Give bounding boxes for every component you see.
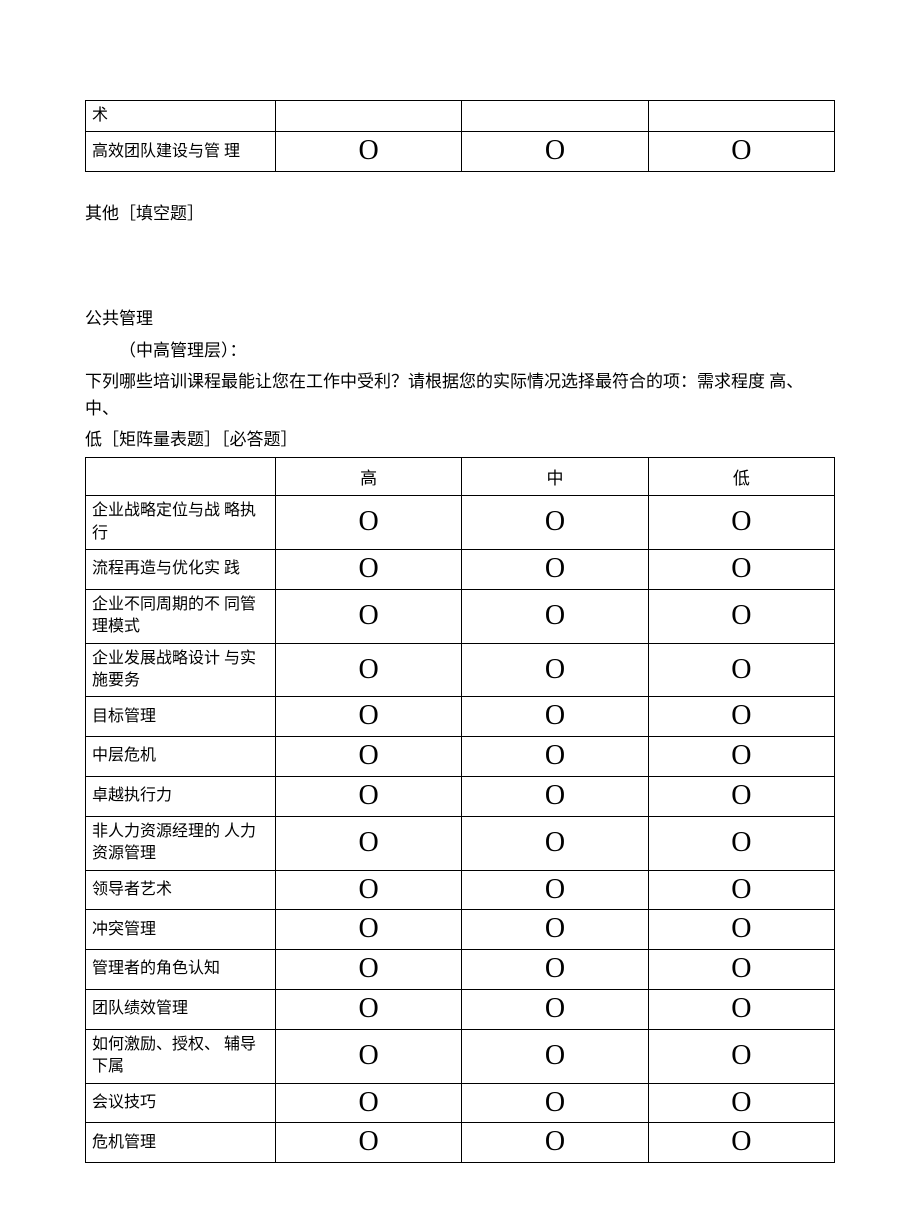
row-label: 危机管理	[86, 1123, 276, 1163]
row-label: 中层危机	[86, 737, 276, 777]
option-cell[interactable]: O	[276, 777, 462, 817]
option-cell[interactable]: O	[462, 550, 648, 590]
row-label: 会议技巧	[86, 1083, 276, 1123]
option-cell[interactable]: O	[276, 990, 462, 1030]
row-label: 企业不同周期的不 同管理模式	[86, 589, 276, 643]
row-label: 术	[86, 101, 276, 132]
option-cell[interactable]: O	[276, 950, 462, 990]
option-cell[interactable]: O	[462, 737, 648, 777]
option-cell[interactable]: O	[648, 737, 834, 777]
row-label: 高效团队建设与管 理	[86, 132, 276, 172]
option-cell[interactable]: O	[276, 1083, 462, 1123]
option-cell[interactable]: O	[648, 816, 834, 870]
option-cell[interactable]: O	[648, 910, 834, 950]
option-cell[interactable]: O	[648, 496, 834, 550]
row-label: 流程再造与优化实 践	[86, 550, 276, 590]
row-label: 领导者艺术	[86, 870, 276, 910]
row-label: 企业发展战略设计 与实施要务	[86, 643, 276, 697]
option-cell[interactable]: O	[462, 697, 648, 737]
option-cell[interactable]: O	[648, 1083, 834, 1123]
option-cell[interactable]: O	[462, 643, 648, 697]
option-cell[interactable]: O	[648, 990, 834, 1030]
option-cell[interactable]: O	[648, 132, 834, 172]
table-row: 术	[86, 101, 835, 132]
option-cell[interactable]	[462, 101, 648, 132]
option-cell[interactable]: O	[276, 816, 462, 870]
option-cell[interactable]: O	[276, 589, 462, 643]
option-cell[interactable]: O	[276, 643, 462, 697]
option-cell[interactable]: O	[276, 910, 462, 950]
option-cell[interactable]: O	[462, 1029, 648, 1083]
option-cell[interactable]: O	[462, 870, 648, 910]
table-row: 会议技巧 O O O	[86, 1083, 835, 1123]
option-cell[interactable]: O	[276, 132, 462, 172]
option-cell[interactable]: O	[276, 496, 462, 550]
section-subtitle: （中高管理层）：	[85, 337, 835, 364]
table-row: 卓越执行力 O O O	[86, 777, 835, 817]
header-empty	[86, 458, 276, 496]
table-row: 企业不同周期的不 同管理模式 O O O	[86, 589, 835, 643]
table-row: 非人力资源经理的 人力资源管理 O O O	[86, 816, 835, 870]
question-text-line2: 低［矩阵量表题］［必答题］	[85, 426, 835, 453]
option-cell[interactable]: O	[648, 589, 834, 643]
option-cell[interactable]: O	[462, 1083, 648, 1123]
header-low: 低	[648, 458, 834, 496]
header-high: 高	[276, 458, 462, 496]
option-cell[interactable]: O	[462, 496, 648, 550]
option-cell[interactable]: O	[648, 777, 834, 817]
matrix-header-row: 高 中 低	[86, 458, 835, 496]
row-label: 冲突管理	[86, 910, 276, 950]
option-cell[interactable]: O	[276, 550, 462, 590]
option-cell[interactable]: O	[276, 737, 462, 777]
option-cell[interactable]	[648, 101, 834, 132]
fill-blank-label: 其他［填空题］	[85, 200, 835, 227]
option-cell[interactable]: O	[648, 643, 834, 697]
option-cell[interactable]: O	[648, 1123, 834, 1163]
option-cell[interactable]: O	[462, 910, 648, 950]
option-cell[interactable]: O	[276, 870, 462, 910]
option-cell[interactable]: O	[462, 132, 648, 172]
option-cell[interactable]: O	[462, 589, 648, 643]
table-row: 冲突管理 O O O	[86, 910, 835, 950]
option-cell[interactable]: O	[648, 870, 834, 910]
table-row: 高效团队建设与管 理 O O O	[86, 132, 835, 172]
question-text-line1: 下列哪些培训课程最能让您在工作中受利？请根据您的实际情况选择最符合的项：需求程度…	[85, 368, 835, 422]
row-label: 企业战略定位与战 略执行	[86, 496, 276, 550]
option-cell[interactable]: O	[462, 816, 648, 870]
table-row: 危机管理 O O O	[86, 1123, 835, 1163]
option-cell[interactable]: O	[648, 697, 834, 737]
option-cell[interactable]: O	[276, 1029, 462, 1083]
row-label: 如何激励、授权、 辅导下属	[86, 1029, 276, 1083]
table-row: 流程再造与优化实 践 O O O	[86, 550, 835, 590]
top-table: 术 高效团队建设与管 理 O O O	[85, 100, 835, 172]
row-label: 团队绩效管理	[86, 990, 276, 1030]
table-row: 管理者的角色认知 O O O	[86, 950, 835, 990]
table-row: 中层危机 O O O	[86, 737, 835, 777]
matrix-table: 高 中 低 企业战略定位与战 略执行 O O O 流程再造与优化实 践 O O …	[85, 457, 835, 1163]
option-cell[interactable]	[276, 101, 462, 132]
row-label: 卓越执行力	[86, 777, 276, 817]
section-title: 公共管理	[85, 305, 835, 332]
row-label: 目标管理	[86, 697, 276, 737]
option-cell[interactable]: O	[648, 950, 834, 990]
row-label: 非人力资源经理的 人力资源管理	[86, 816, 276, 870]
table-row: 企业发展战略设计 与实施要务 O O O	[86, 643, 835, 697]
option-cell[interactable]: O	[276, 697, 462, 737]
table-row: 目标管理 O O O	[86, 697, 835, 737]
header-mid: 中	[462, 458, 648, 496]
row-label: 管理者的角色认知	[86, 950, 276, 990]
option-cell[interactable]: O	[462, 777, 648, 817]
option-cell[interactable]: O	[462, 1123, 648, 1163]
table-row: 企业战略定位与战 略执行 O O O	[86, 496, 835, 550]
table-row: 领导者艺术 O O O	[86, 870, 835, 910]
table-row: 如何激励、授权、 辅导下属 O O O	[86, 1029, 835, 1083]
option-cell[interactable]: O	[648, 1029, 834, 1083]
option-cell[interactable]: O	[648, 550, 834, 590]
option-cell[interactable]: O	[462, 990, 648, 1030]
option-cell[interactable]: O	[462, 950, 648, 990]
option-cell[interactable]: O	[276, 1123, 462, 1163]
table-row: 团队绩效管理 O O O	[86, 990, 835, 1030]
